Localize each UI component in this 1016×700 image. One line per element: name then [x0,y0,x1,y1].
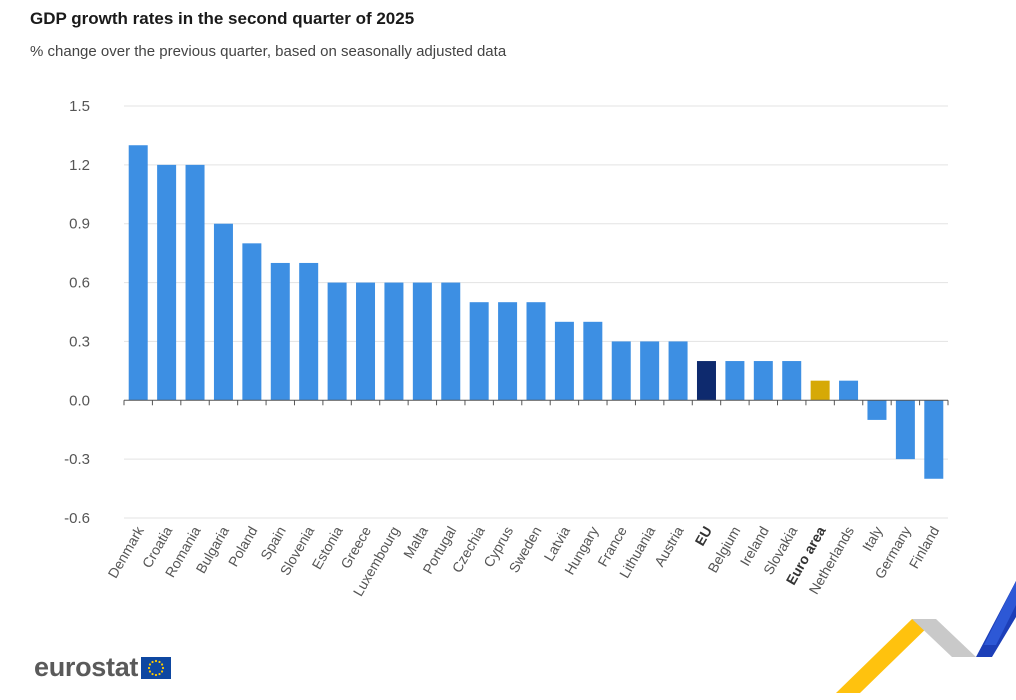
decorative-chevron-graphic [836,581,1016,693]
y-tick-label: 0.3 [69,333,90,350]
bar-latvia[interactable] [554,321,574,401]
bar-ireland[interactable] [753,361,773,401]
flag-star [161,662,164,666]
bar-chart: 1.5 1.2 0.9 0.6 0.3 0.0 -0.3 -0.6 DenmarkCroati… [64,98,949,599]
flag-star [161,669,164,673]
y-axis: 1.5 1.2 0.9 0.6 0.3 0.0 -0.3 -0.6 [64,98,90,527]
bar-poland[interactable] [242,243,262,401]
flag-star [158,672,161,675]
eurostat-logo: eurostat [34,652,172,683]
bar-euro-area[interactable] [810,380,830,401]
y-tick-label: -0.6 [64,510,90,527]
flag-star [158,660,161,663]
bars [128,145,944,479]
flag-star [162,666,165,669]
y-tick-label: 0.6 [69,275,90,292]
y-tick-label: -0.3 [64,451,90,468]
bar-finland[interactable] [924,400,944,479]
flag-star [151,672,154,675]
bar-hungary[interactable] [583,321,603,401]
flag-star [148,666,151,669]
bar-lithuania[interactable] [640,341,660,401]
bar-italy[interactable] [867,400,887,420]
bar-luxembourg[interactable] [384,282,404,401]
flag-star [148,662,152,666]
x-axis: DenmarkCroatiaRomaniaBulgariaPolandSpain… [105,399,949,599]
bar-spain[interactable] [270,262,290,401]
y-tick-label: 1.5 [69,98,90,115]
gridlines [124,105,948,519]
x-tick-label: Poland [225,524,261,570]
flag-star [148,669,152,673]
y-tick-label: 0.0 [69,392,90,409]
flag-star [155,659,158,662]
x-tick-label: EU [691,524,715,549]
bar-croatia[interactable] [157,164,177,401]
x-tick-label: Italy [859,524,886,554]
bar-netherlands[interactable] [839,380,859,401]
flag-star [155,673,158,676]
x-tick-label: Austria [651,523,687,569]
bar-greece[interactable] [356,282,376,401]
chart-subtitle: % change over the previous quarter, base… [30,43,507,60]
bar-malta[interactable] [412,282,432,401]
y-tick-label: 0.9 [69,216,90,233]
bar-czechia[interactable] [469,302,489,401]
logo-text: eurostat [34,652,139,682]
bar-germany[interactable] [895,400,915,460]
bar-belgium[interactable] [725,361,745,401]
bar-slovakia[interactable] [782,361,802,401]
bar-eu[interactable] [696,361,716,401]
bar-portugal[interactable] [441,282,461,401]
bar-estonia[interactable] [327,282,347,401]
bar-cyprus[interactable] [498,302,518,401]
y-tick-label: 1.2 [69,157,90,174]
eu-flag-icon [141,656,172,679]
bar-denmark[interactable] [128,145,148,401]
bar-sweden[interactable] [526,302,546,401]
bar-bulgaria[interactable] [213,223,233,401]
x-tick-label: Denmark [105,523,148,581]
bar-slovenia[interactable] [299,262,319,401]
flag-star [151,660,154,663]
bar-austria[interactable] [668,341,688,401]
bar-romania[interactable] [185,164,205,401]
chart-title: GDP growth rates in the second quarter o… [30,9,415,28]
bar-france[interactable] [611,341,631,401]
